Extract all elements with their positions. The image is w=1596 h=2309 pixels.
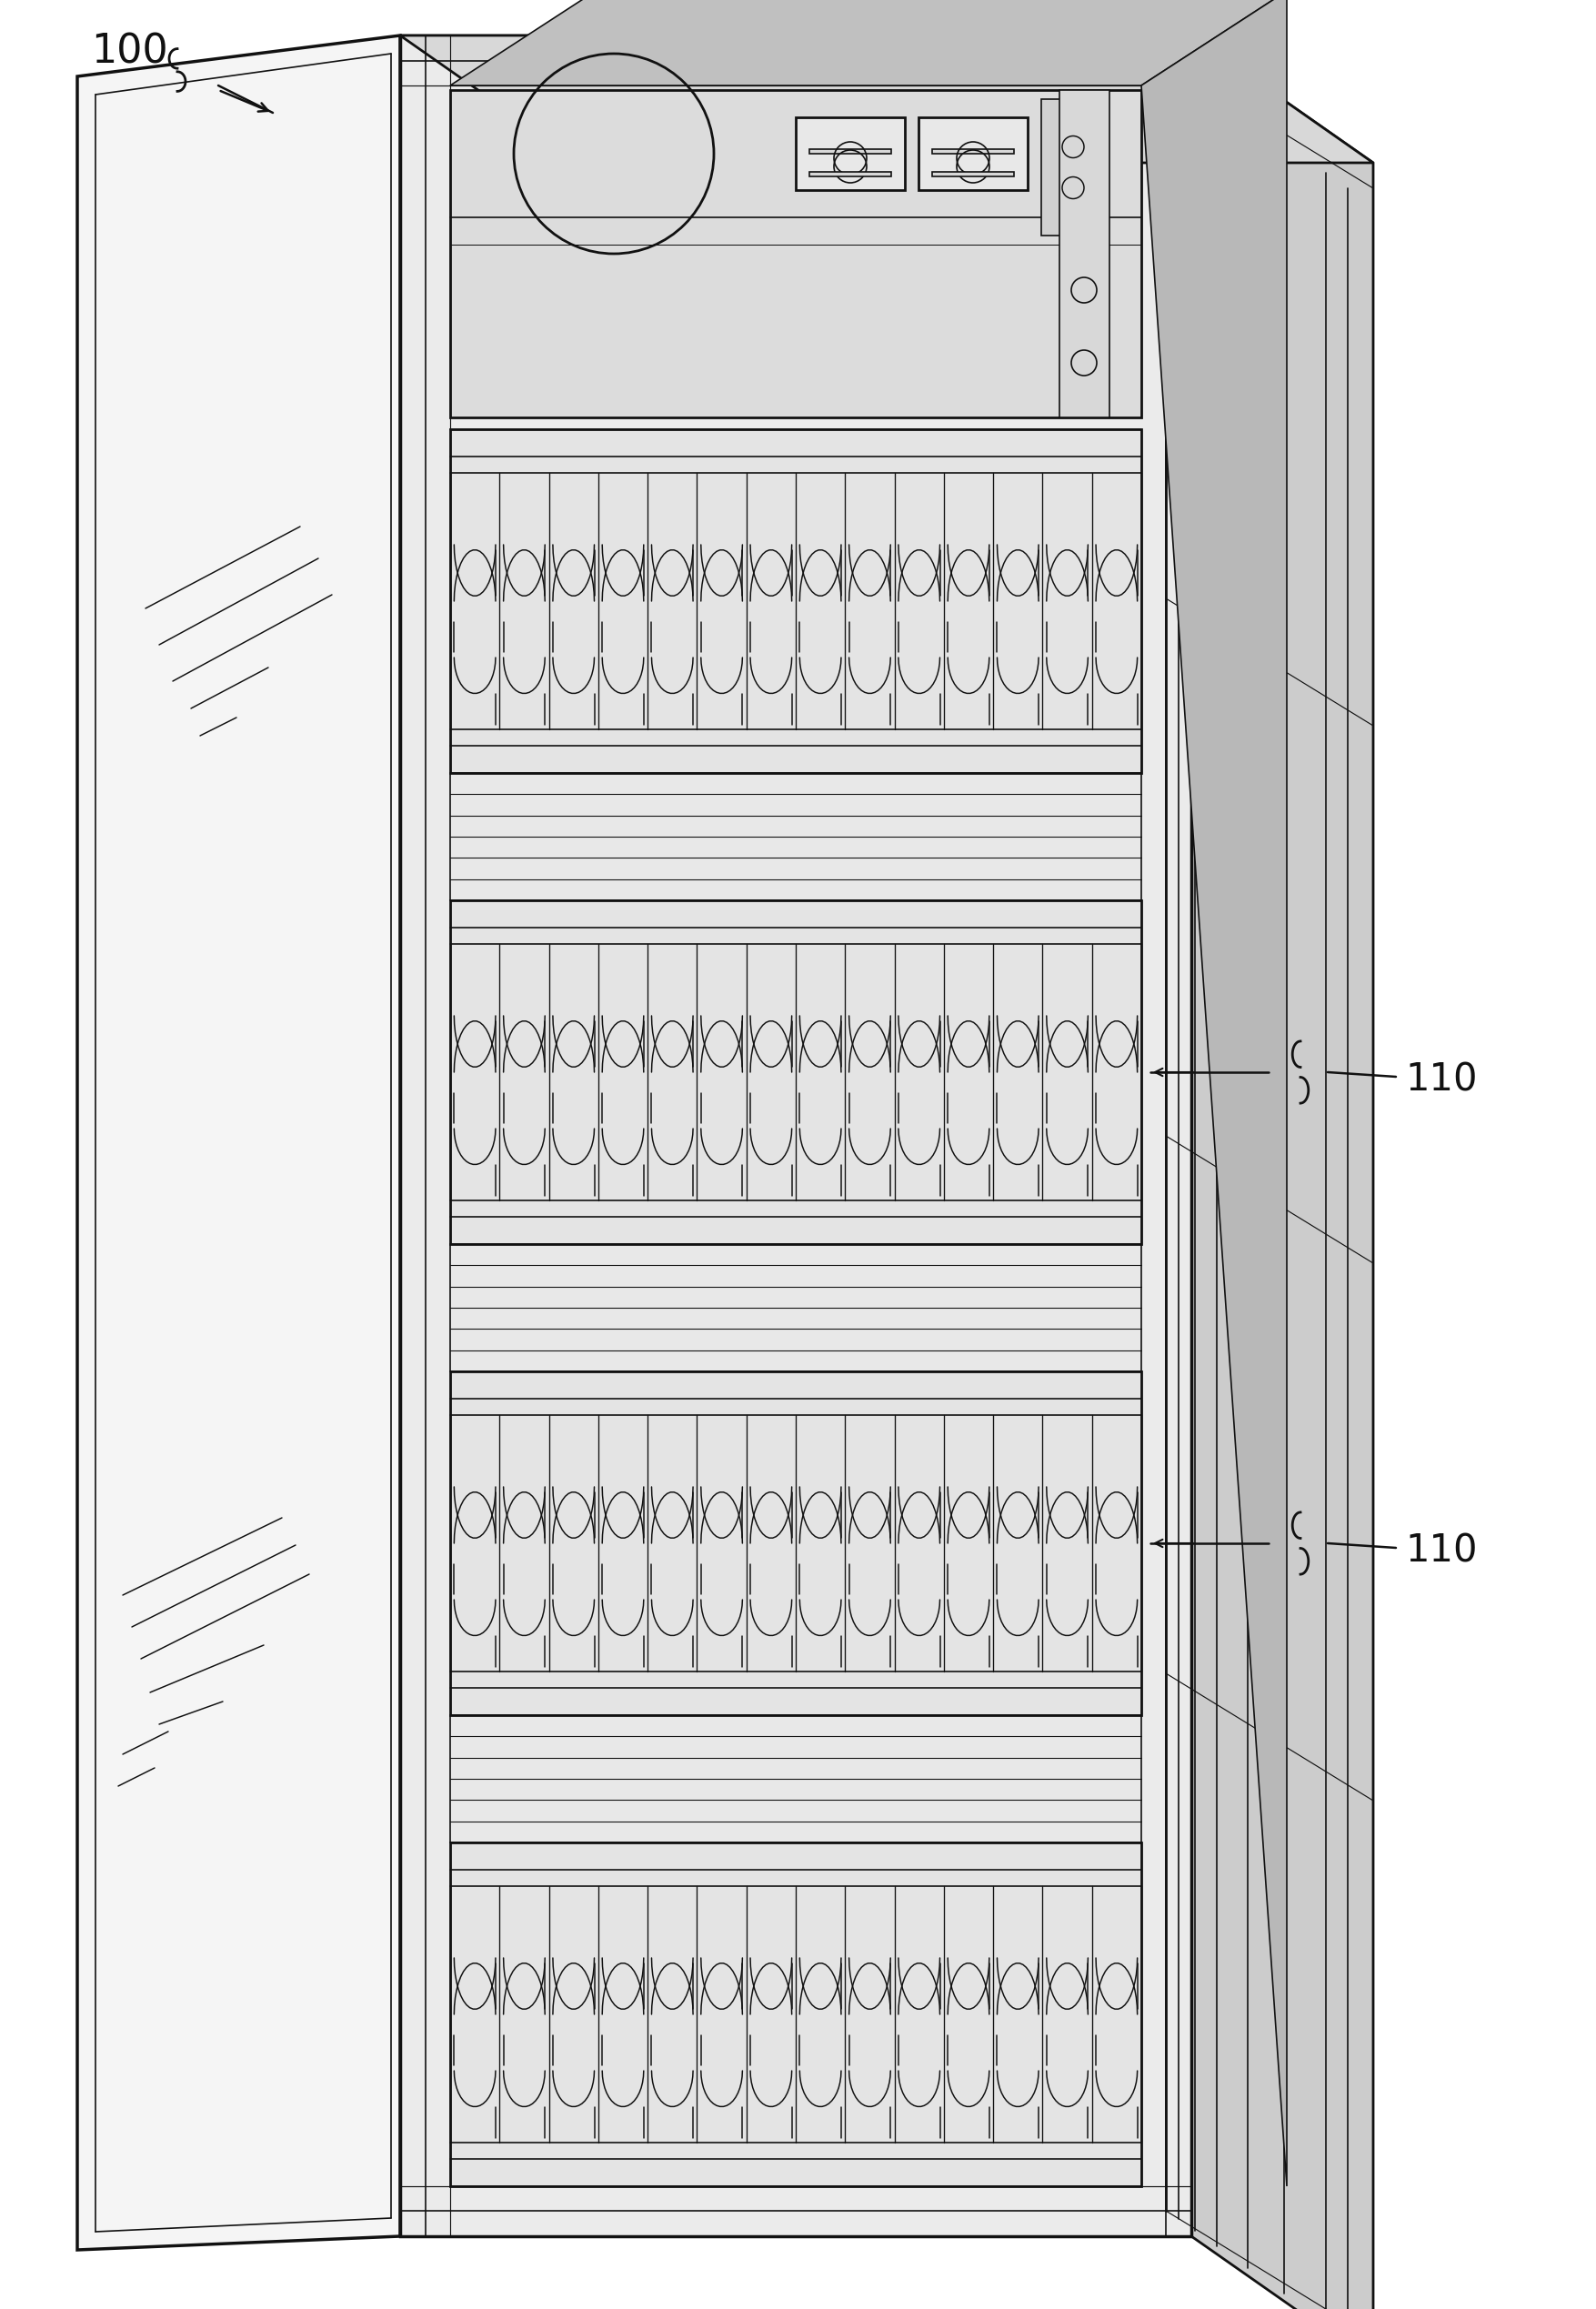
Polygon shape (77, 35, 401, 2249)
Polygon shape (450, 90, 1141, 418)
Bar (918, 118, 1028, 189)
Polygon shape (450, 429, 1141, 774)
Polygon shape (450, 1843, 1141, 2187)
Polygon shape (401, 35, 1191, 2235)
Polygon shape (1191, 35, 1373, 2309)
Polygon shape (450, 774, 1141, 901)
Bar (809, 150, 891, 155)
Polygon shape (401, 35, 1373, 164)
Text: 110: 110 (1404, 1531, 1476, 1570)
Polygon shape (450, 1245, 1141, 1372)
Polygon shape (450, 901, 1141, 1245)
Polygon shape (450, 1716, 1141, 1843)
Text: 110: 110 (1404, 1060, 1476, 1099)
Polygon shape (450, 0, 1286, 85)
Bar (932, 171, 1013, 175)
Bar (809, 171, 891, 175)
Bar (795, 118, 905, 189)
Text: 100: 100 (91, 32, 168, 72)
Polygon shape (1058, 90, 1109, 418)
Polygon shape (450, 1372, 1141, 1716)
Bar (932, 150, 1013, 155)
Polygon shape (1141, 0, 1286, 2187)
Bar (1041, 99, 1104, 236)
